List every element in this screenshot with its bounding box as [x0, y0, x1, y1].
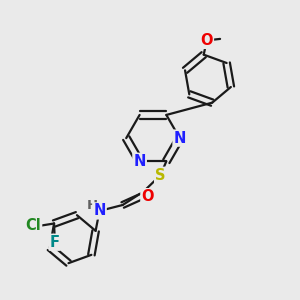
Text: N: N — [134, 154, 146, 169]
Text: Cl: Cl — [26, 218, 41, 233]
Text: O: O — [141, 189, 154, 204]
Text: N: N — [173, 130, 186, 146]
Text: H: H — [86, 199, 98, 212]
Text: N: N — [93, 203, 106, 218]
Text: O: O — [200, 33, 213, 48]
Text: S: S — [155, 168, 166, 183]
Text: F: F — [50, 235, 60, 250]
